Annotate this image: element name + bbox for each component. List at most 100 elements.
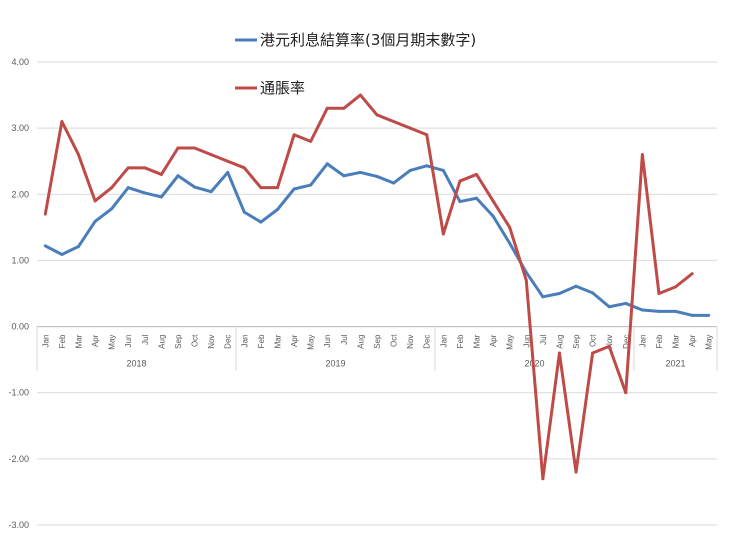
x-tick-label: Jul bbox=[141, 334, 150, 344]
x-tick-label: Mar bbox=[273, 334, 282, 348]
series-1-segment bbox=[358, 93, 379, 117]
x-tick-label: May bbox=[307, 335, 316, 350]
series-0-segment bbox=[574, 284, 595, 295]
series-0-segment bbox=[358, 170, 379, 178]
y-tick-label: 2.00 bbox=[11, 189, 29, 199]
x-tick-label: Jun bbox=[323, 335, 332, 348]
series-1 bbox=[43, 93, 694, 481]
x-tick-label: Jan bbox=[638, 335, 647, 348]
x-tick-label: Oct bbox=[589, 334, 598, 347]
x-tick-label: May bbox=[108, 335, 117, 350]
x-tick-label: May bbox=[705, 335, 714, 350]
x-tick-label: Jul bbox=[539, 334, 548, 344]
series-0-segment bbox=[475, 196, 495, 218]
x-tick-label: Feb bbox=[655, 334, 664, 348]
series-0-segment bbox=[209, 170, 230, 194]
x-tick-label: Dec bbox=[423, 335, 432, 349]
year-label: 2019 bbox=[326, 359, 346, 369]
series-1-segment bbox=[557, 351, 578, 474]
series-1-segment bbox=[425, 133, 445, 236]
x-tick-label: Jul bbox=[340, 334, 349, 344]
series-1-segment bbox=[408, 126, 429, 137]
x-tick-label: Aug bbox=[555, 335, 564, 349]
series-0-segment bbox=[93, 207, 114, 223]
y-tick-label: -1.00 bbox=[8, 388, 29, 398]
series-1-segment bbox=[275, 133, 296, 190]
series-1-segment bbox=[193, 146, 213, 157]
series-1-segment bbox=[292, 133, 313, 143]
series-1-segment bbox=[508, 225, 528, 282]
series-0-segment bbox=[226, 170, 246, 214]
x-tick-label: Sep bbox=[174, 334, 183, 349]
series-0-segment bbox=[557, 284, 578, 295]
x-tick-label: Nov bbox=[207, 335, 216, 349]
x-tick-label: Apr bbox=[290, 334, 299, 347]
y-tick-label: 1.00 bbox=[11, 255, 29, 265]
series-1-segment bbox=[624, 153, 644, 395]
series-0-segment bbox=[640, 308, 661, 313]
series-0-segment bbox=[342, 170, 362, 178]
legend-label-series-1: 通脹率 bbox=[260, 79, 305, 97]
x-tick-label: Nov bbox=[406, 335, 415, 349]
series-1-segment bbox=[309, 106, 329, 143]
series-0-segment bbox=[193, 185, 213, 194]
x-tick-label: May bbox=[506, 335, 515, 350]
x-tick-label: Feb bbox=[58, 334, 67, 348]
series-lines bbox=[43, 93, 711, 481]
series-0-segment bbox=[259, 207, 279, 224]
year-label: 2021 bbox=[666, 359, 686, 369]
series-1-segment bbox=[591, 344, 611, 355]
series-1-segment bbox=[209, 153, 230, 163]
series-0-segment bbox=[524, 270, 545, 299]
series-0-segment bbox=[292, 183, 313, 191]
y-tick-label: -3.00 bbox=[8, 520, 29, 530]
series-0-segment bbox=[159, 174, 180, 199]
x-tick-label: Dec bbox=[224, 335, 233, 349]
series-0-segment bbox=[76, 219, 97, 249]
series-0-segment bbox=[143, 191, 163, 199]
series-0-segment bbox=[242, 210, 263, 224]
series-1-segment bbox=[640, 153, 661, 295]
series-0-segment bbox=[60, 245, 80, 256]
y-tick-label: 0.00 bbox=[11, 322, 29, 332]
series-1-segment bbox=[541, 351, 561, 481]
x-tick-label: Nov bbox=[605, 335, 614, 349]
series-1-segment bbox=[392, 120, 412, 130]
gridlines bbox=[37, 61, 717, 526]
series-1-segment bbox=[43, 120, 64, 216]
series-0-segment bbox=[110, 186, 130, 211]
series-0-segment bbox=[425, 164, 445, 172]
series-0-segment bbox=[674, 309, 694, 317]
series-0-segment bbox=[624, 301, 644, 312]
series-0-segment bbox=[607, 301, 628, 309]
series-1-segment bbox=[110, 166, 130, 190]
series-1-segment bbox=[76, 153, 97, 203]
series-1-segment bbox=[491, 199, 512, 229]
series-1-segment bbox=[458, 172, 479, 183]
series-1-segment bbox=[226, 159, 246, 170]
x-tick-label: Mar bbox=[672, 334, 681, 348]
x-tick-label: Mar bbox=[74, 334, 83, 348]
x-tick-label: Feb bbox=[257, 334, 266, 348]
series-1-segment bbox=[342, 93, 362, 110]
x-tick-label: Sep bbox=[572, 334, 581, 349]
series-0 bbox=[43, 162, 711, 317]
series-0-segment bbox=[591, 291, 611, 309]
x-tick-label: Jan bbox=[240, 335, 249, 348]
x-tick-label: Jan bbox=[439, 335, 448, 348]
series-1-segment bbox=[475, 172, 495, 203]
series-1-segment bbox=[607, 344, 628, 395]
x-tick-label: Apr bbox=[688, 334, 697, 347]
x-tick-label: Dec bbox=[622, 335, 631, 349]
series-1-segment bbox=[143, 166, 163, 176]
series-1-segment bbox=[524, 278, 545, 481]
x-tick-label: Feb bbox=[456, 334, 465, 348]
series-1-segment bbox=[93, 186, 114, 203]
series-0-segment bbox=[491, 214, 512, 245]
x-tick-label: Mar bbox=[473, 334, 482, 348]
y-axis: 4.00 3.00 2.00 1.00 0.00 -1.00 -2.00 -3.00 bbox=[8, 57, 29, 530]
series-1-segment bbox=[60, 120, 80, 157]
year-label: 2018 bbox=[126, 359, 146, 369]
series-1-segment bbox=[242, 166, 263, 190]
y-tick-label: 4.00 bbox=[11, 57, 29, 67]
